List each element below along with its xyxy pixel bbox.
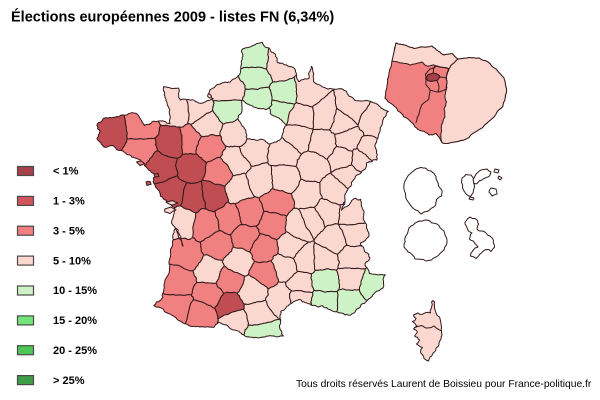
svg-text:20 - 25%: 20 - 25%	[53, 345, 97, 357]
svg-text:3 - 5%: 3 - 5%	[53, 225, 85, 237]
svg-text:< 1%: < 1%	[53, 166, 79, 178]
svg-text:5 - 10%: 5 - 10%	[53, 255, 91, 267]
svg-text:Tous droits réservés Laurent d: Tous droits réservés Laurent de Boissieu…	[296, 379, 592, 390]
svg-text:Élections européennes 2009 - l: Élections européennes 2009 - listes FN (…	[11, 9, 334, 26]
svg-text:15 - 20%: 15 - 20%	[53, 315, 97, 327]
svg-text:1 - 3%: 1 - 3%	[53, 196, 85, 208]
svg-text:10 - 15%: 10 - 15%	[53, 285, 97, 297]
svg-text:> 25%: > 25%	[53, 375, 85, 387]
